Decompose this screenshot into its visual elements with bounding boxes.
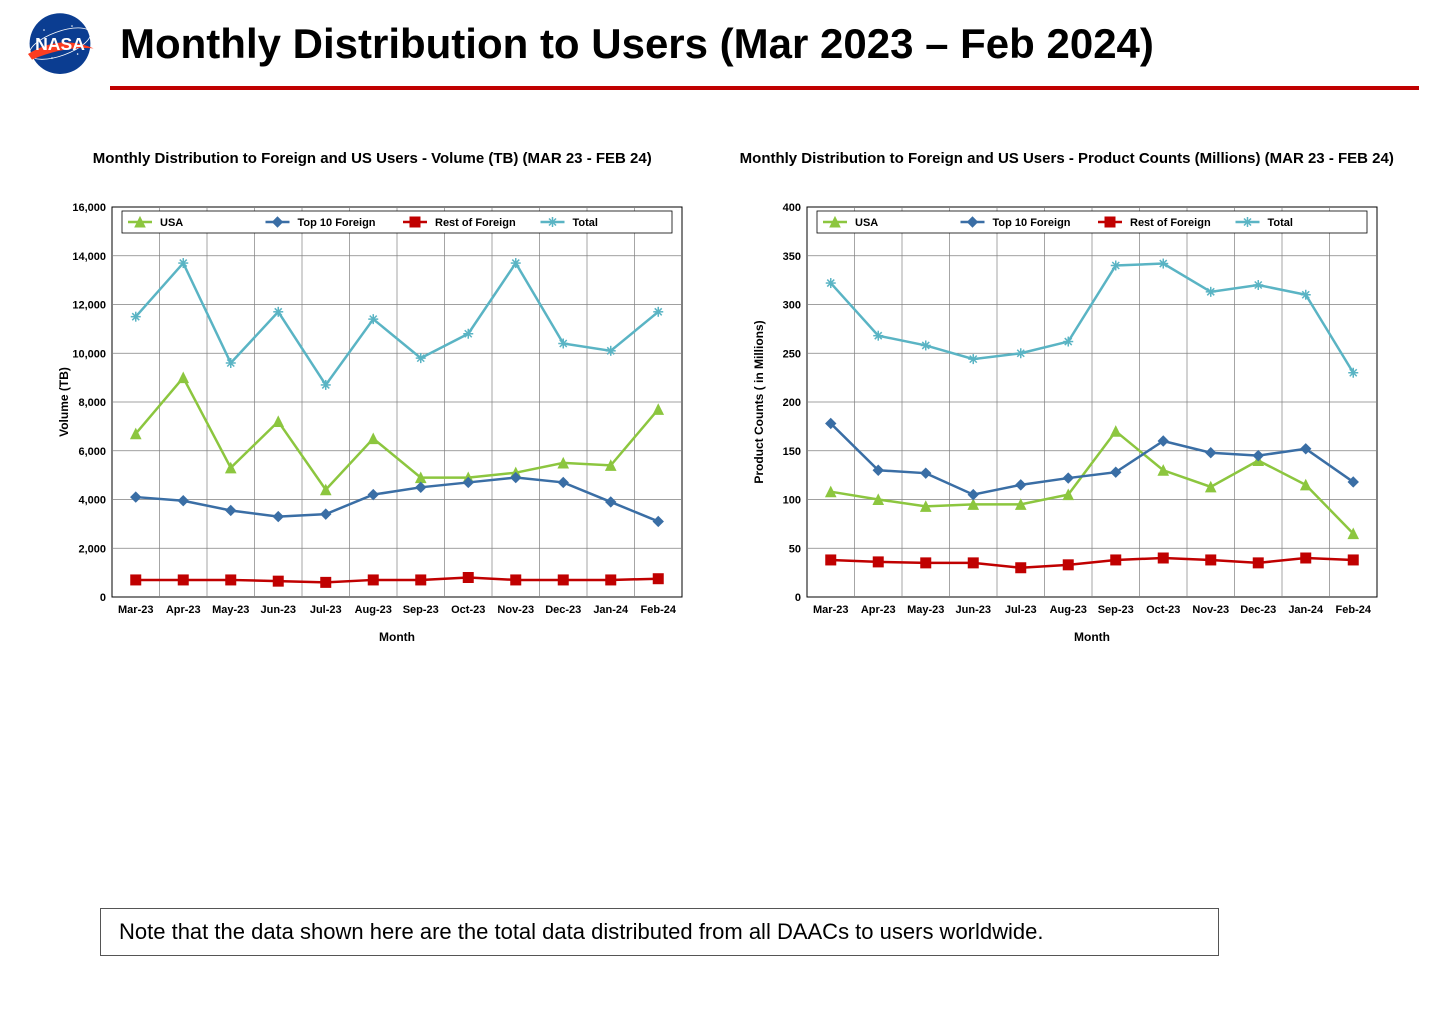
svg-text:Aug-23: Aug-23 bbox=[355, 604, 392, 616]
svg-text:4,000: 4,000 bbox=[79, 495, 107, 507]
svg-text:400: 400 bbox=[782, 202, 800, 214]
svg-text:0: 0 bbox=[100, 592, 106, 604]
svg-text:10,000: 10,000 bbox=[73, 348, 107, 360]
svg-text:12,000: 12,000 bbox=[73, 300, 107, 312]
svg-text:250: 250 bbox=[782, 348, 800, 360]
svg-text:Rest of Foreign: Rest of Foreign bbox=[435, 217, 516, 229]
svg-text:0: 0 bbox=[795, 592, 801, 604]
svg-text:Mar-23: Mar-23 bbox=[118, 604, 153, 616]
svg-text:Oct-23: Oct-23 bbox=[1146, 604, 1180, 616]
svg-text:Nov-23: Nov-23 bbox=[498, 604, 535, 616]
page-title: Monthly Distribution to Users (Mar 2023 … bbox=[120, 20, 1154, 68]
svg-text:Aug-23: Aug-23 bbox=[1049, 604, 1086, 616]
chart-left-block: Monthly Distribution to Foreign and US U… bbox=[40, 150, 705, 647]
svg-text:May-23: May-23 bbox=[212, 604, 249, 616]
svg-text:2,000: 2,000 bbox=[79, 543, 107, 555]
svg-text:150: 150 bbox=[782, 446, 800, 458]
svg-text:Mar-23: Mar-23 bbox=[813, 604, 848, 616]
svg-text:Feb-24: Feb-24 bbox=[641, 604, 677, 616]
svg-text:Jan-24: Jan-24 bbox=[594, 604, 630, 616]
svg-text:Apr-23: Apr-23 bbox=[166, 604, 201, 616]
svg-text:100: 100 bbox=[782, 495, 800, 507]
chart-left: 0 2,000 4,000 6,000 8,000 10,000 12,000 14,000 1… bbox=[52, 177, 692, 647]
svg-text:6,000: 6,000 bbox=[79, 446, 107, 458]
svg-text:Total: Total bbox=[573, 217, 598, 229]
chart-right-block: Monthly Distribution to Foreign and US U… bbox=[735, 150, 1400, 647]
svg-text:USA: USA bbox=[160, 217, 183, 229]
nasa-logo: NASA bbox=[20, 10, 100, 78]
svg-text:Jun-23: Jun-23 bbox=[955, 604, 990, 616]
svg-text:USA: USA bbox=[855, 217, 878, 229]
svg-text:Sep-23: Sep-23 bbox=[1097, 604, 1133, 616]
svg-text:350: 350 bbox=[782, 251, 800, 263]
charts-row: Monthly Distribution to Foreign and US U… bbox=[0, 90, 1439, 647]
svg-text:Dec-23: Dec-23 bbox=[545, 604, 581, 616]
svg-text:May-23: May-23 bbox=[907, 604, 944, 616]
svg-text:Month: Month bbox=[1074, 630, 1110, 644]
svg-text:NASA: NASA bbox=[35, 34, 85, 54]
svg-text:Jul-23: Jul-23 bbox=[310, 604, 342, 616]
svg-text:Rest of Foreign: Rest of Foreign bbox=[1130, 217, 1211, 229]
svg-text:Month: Month bbox=[379, 630, 415, 644]
svg-text:Top 10 Foreign: Top 10 Foreign bbox=[298, 217, 376, 229]
svg-text:14,000: 14,000 bbox=[73, 251, 107, 263]
svg-text:Top 10 Foreign: Top 10 Foreign bbox=[992, 217, 1070, 229]
svg-text:300: 300 bbox=[782, 300, 800, 312]
svg-text:16,000: 16,000 bbox=[73, 202, 107, 214]
svg-text:Volume (TB): Volume (TB) bbox=[57, 367, 71, 437]
chart-right: 0 50 100 150 200 250 300 350 400 Mar-23 Apr-23 May-… bbox=[747, 177, 1387, 647]
svg-text:Total: Total bbox=[1267, 217, 1292, 229]
svg-text:Jan-24: Jan-24 bbox=[1288, 604, 1324, 616]
svg-text:50: 50 bbox=[789, 543, 801, 555]
footnote: Note that the data shown here are the to… bbox=[100, 908, 1219, 956]
header: NASA Monthly Distribution to Users (Mar … bbox=[0, 0, 1439, 86]
svg-text:Jul-23: Jul-23 bbox=[1005, 604, 1037, 616]
svg-text:Feb-24: Feb-24 bbox=[1335, 604, 1371, 616]
chart-right-title: Monthly Distribution to Foreign and US U… bbox=[740, 150, 1394, 167]
svg-text:Dec-23: Dec-23 bbox=[1240, 604, 1276, 616]
svg-text:200: 200 bbox=[782, 397, 800, 409]
svg-text:Product Counts ( in Millions): Product Counts ( in Millions) bbox=[752, 320, 766, 483]
svg-text:Oct-23: Oct-23 bbox=[451, 604, 485, 616]
svg-text:Nov-23: Nov-23 bbox=[1192, 604, 1229, 616]
svg-text:Apr-23: Apr-23 bbox=[861, 604, 896, 616]
svg-text:Jun-23: Jun-23 bbox=[261, 604, 296, 616]
svg-text:8,000: 8,000 bbox=[79, 397, 107, 409]
chart-left-title: Monthly Distribution to Foreign and US U… bbox=[93, 150, 652, 167]
svg-text:Sep-23: Sep-23 bbox=[403, 604, 439, 616]
